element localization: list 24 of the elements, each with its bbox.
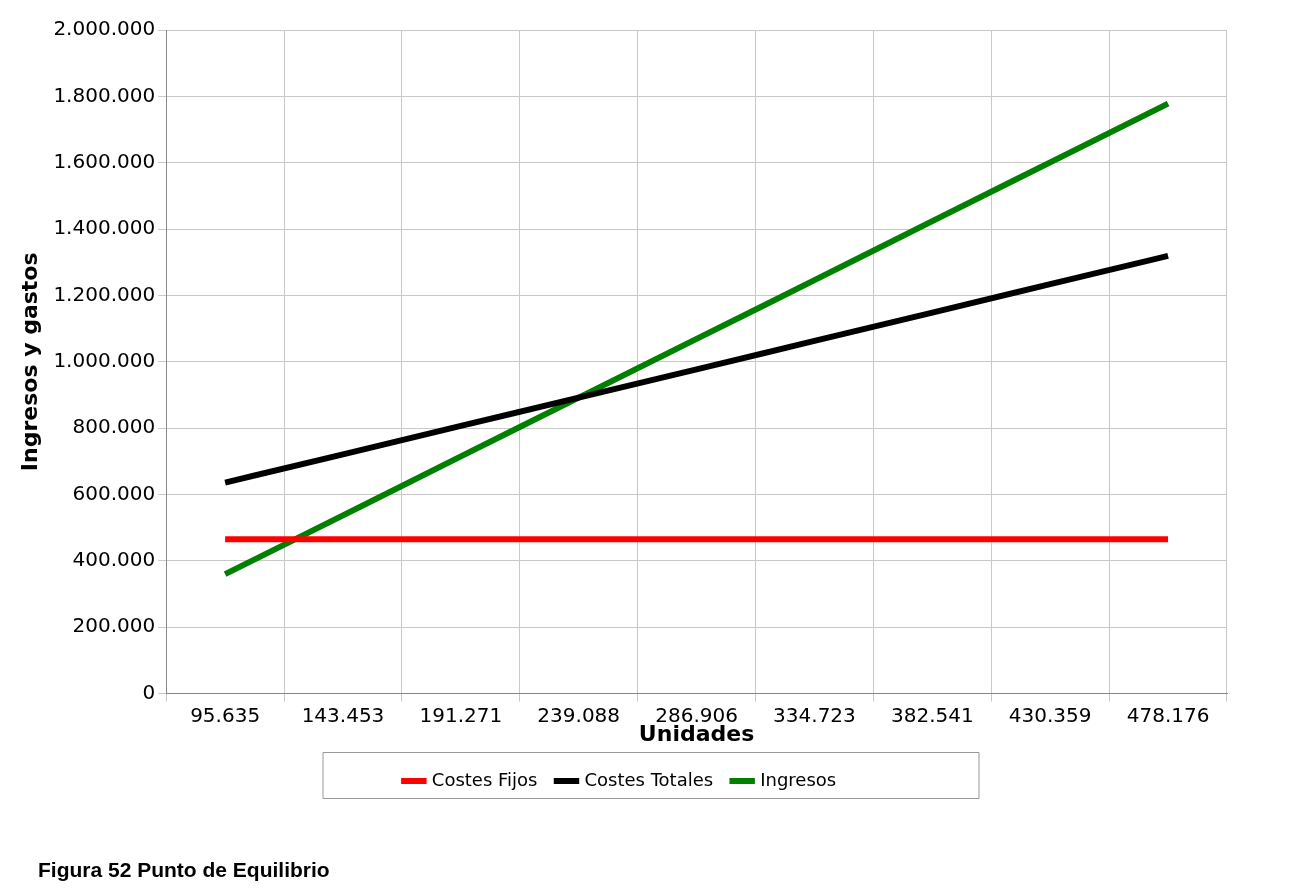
- x-tick-label: 143.453: [301, 702, 385, 727]
- y-tick-label: 1.400.000: [53, 215, 156, 240]
- x-tick-label: 382.541: [890, 702, 974, 727]
- y-tick-label: 600.000: [72, 480, 156, 505]
- x-tick-label: 334.723: [773, 702, 856, 727]
- y-tick-label: 400.000: [72, 547, 156, 572]
- legend-label: Costes Totales: [584, 768, 714, 790]
- y-tick-label: 800.000: [72, 414, 156, 439]
- y-tick-label: 1.200.000: [53, 281, 156, 306]
- x-tick-label: 430.359: [1008, 702, 1092, 727]
- y-tick-label: 200.000: [72, 613, 156, 638]
- x-tick-label: 191.271: [419, 702, 503, 727]
- text: Figura 52 Punto de Equilibrio: [38, 858, 330, 882]
- x-tick-label: 239.088: [537, 702, 621, 727]
- y-tick-label: 0: [142, 679, 156, 704]
- x-tick-label: 95.635: [190, 702, 261, 727]
- y-tick-label: 1.600.000: [53, 148, 156, 173]
- x-tick-label: 478.176: [1126, 702, 1210, 727]
- y-tick-label: 1.000.000: [53, 348, 156, 372]
- legend-label: Ingresos: [760, 768, 837, 790]
- y-tick-label: 2.000.000: [53, 16, 156, 41]
- y-tick-label: 1.800.000: [53, 82, 156, 107]
- y-axis-title: Ingresos y gastos: [16, 252, 42, 472]
- legend-label: Costes Fijos: [431, 768, 538, 790]
